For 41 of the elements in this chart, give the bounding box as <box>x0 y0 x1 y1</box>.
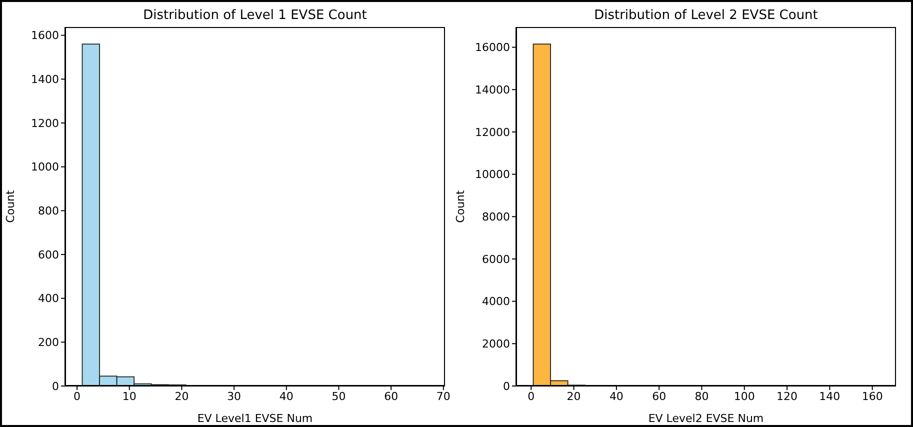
x-tick-label: 0 <box>528 390 535 403</box>
x-tick-label: 50 <box>332 390 346 403</box>
x-tick-label: 40 <box>609 390 624 403</box>
y-tick-label: 16000 <box>475 41 510 54</box>
x-axis-title: EV Level2 EVSE Num <box>648 412 764 425</box>
x-tick-label: 10 <box>122 390 136 403</box>
x-tick-label: 0 <box>74 390 81 403</box>
y-axis-title: Count <box>4 189 17 223</box>
y-tick-label: 0 <box>52 380 59 393</box>
x-tick-label: 140 <box>819 390 840 403</box>
x-axis-title: EV Level1 EVSE Num <box>197 412 313 425</box>
y-tick-label: 10000 <box>475 168 510 182</box>
y-tick-label: 1200 <box>31 116 59 130</box>
y-tick-label: 1600 <box>31 29 59 42</box>
y-tick-label: 400 <box>38 292 59 306</box>
x-tick-label: 120 <box>776 390 798 403</box>
y-tick-label: 12000 <box>475 126 510 139</box>
y-tick-label: 600 <box>38 248 59 262</box>
x-tick-label: 70 <box>436 390 450 403</box>
x-tick-label: 40 <box>279 390 294 403</box>
x-tick-label: 20 <box>566 390 581 403</box>
y-tick-label: 800 <box>38 204 59 218</box>
chart-title: Distribution of Level 2 EVSE Count <box>593 8 819 23</box>
y-tick-label: 4000 <box>482 295 510 308</box>
y-tick-label: 8000 <box>482 210 510 224</box>
y-tick-label: 6000 <box>482 252 510 266</box>
y-tick-label: 0 <box>503 380 510 393</box>
x-tick-label: 60 <box>384 390 398 403</box>
y-tick-label: 14000 <box>475 84 510 97</box>
x-tick-label: 30 <box>227 390 242 403</box>
x-tick-label: 60 <box>652 390 666 403</box>
y-tick-label: 200 <box>38 336 59 350</box>
y-axis-title: Count <box>454 189 467 223</box>
x-tick-label: 100 <box>734 390 755 403</box>
x-tick-label: 20 <box>174 390 189 403</box>
y-tick-label: 2000 <box>482 338 510 351</box>
x-tick-label: 80 <box>694 390 709 403</box>
x-tick-label: 160 <box>862 390 883 403</box>
y-tick-label: 1000 <box>31 160 59 174</box>
chart-title: Distribution of Level 1 EVSE Count <box>142 8 368 23</box>
y-tick-label: 1400 <box>31 73 59 86</box>
